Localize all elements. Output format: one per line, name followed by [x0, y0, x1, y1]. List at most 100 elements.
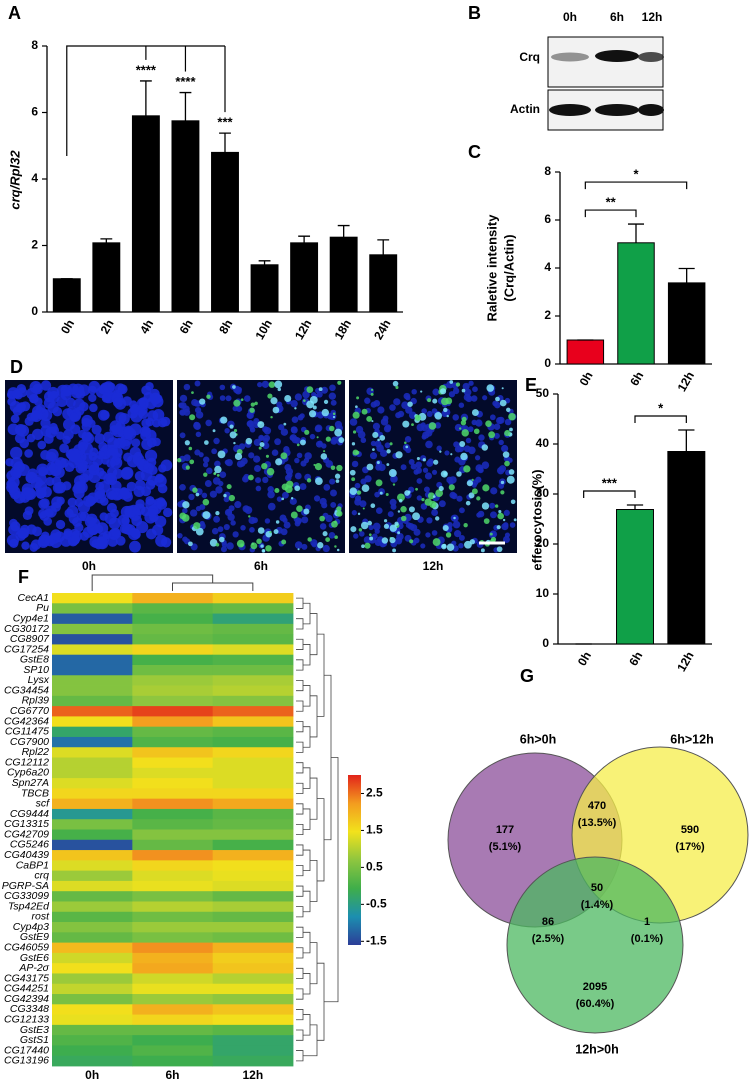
engulfed-cell: [501, 387, 504, 390]
y-axis-label: Raletive intensity: [484, 214, 499, 322]
significance-bracket: [583, 490, 636, 498]
nucleus: [294, 437, 301, 444]
image-label: 0h: [82, 559, 96, 573]
nucleus: [325, 514, 333, 523]
nucleus: [416, 495, 423, 501]
colorbar-tick-label: 0.5: [366, 860, 383, 874]
nucleus: [283, 521, 291, 529]
x-tick-label: 12h: [675, 369, 697, 394]
nucleus: [81, 414, 93, 427]
venn-count: 2095: [583, 981, 607, 993]
nucleus: [129, 540, 141, 553]
nucleus: [291, 416, 299, 423]
nucleus: [330, 437, 338, 445]
engulfed-cell: [351, 477, 356, 482]
nucleus: [425, 440, 433, 449]
engulfed-cell: [250, 402, 255, 407]
nucleus: [15, 403, 26, 413]
nucleus: [317, 440, 323, 446]
nucleus: [32, 383, 43, 395]
nucleus: [144, 449, 158, 462]
nucleus: [410, 463, 417, 470]
nucleus: [141, 385, 152, 396]
venn-set-label: 12h>0h: [575, 1042, 618, 1056]
engulfed-cell: [204, 440, 209, 445]
gene-label: CG9444: [10, 808, 49, 820]
nucleus: [390, 503, 397, 510]
engulfed-cell: [463, 523, 468, 528]
heatmap-cell: [212, 942, 294, 954]
error-bar: [258, 260, 271, 265]
nucleus: [11, 389, 22, 399]
panel-letter: F: [18, 567, 29, 587]
engulfed-cell: [367, 520, 373, 526]
heatmap-cell: [52, 664, 133, 676]
nucleus: [374, 491, 380, 498]
nucleus: [319, 497, 327, 506]
nucleus: [201, 492, 208, 499]
nucleus: [271, 449, 279, 457]
nucleus: [99, 496, 109, 506]
nucleus: [46, 461, 56, 471]
nucleus: [446, 476, 453, 484]
engulfed-cell: [233, 399, 241, 407]
error-bar: [626, 504, 644, 510]
engulfed-cell: [352, 449, 359, 456]
heatmap-cell: [52, 1035, 133, 1046]
x-tick-label: 6h: [626, 649, 645, 668]
nucleus: [257, 381, 263, 388]
nucleus: [195, 431, 202, 438]
row-dendrogram: [296, 597, 304, 609]
nucleus: [54, 481, 67, 494]
engulfed-cell: [416, 456, 420, 461]
heatmap-cell: [132, 1024, 214, 1036]
engulfed-cell: [386, 449, 391, 454]
heatmap-cell: [212, 778, 294, 789]
nucleus: [423, 486, 430, 493]
heatmap-cell: [132, 798, 214, 810]
engulfed-cell: [229, 431, 237, 439]
engulfed-cell: [458, 427, 462, 430]
nucleus: [413, 537, 420, 544]
nucleus: [448, 391, 456, 398]
engulfed-cell: [405, 445, 409, 449]
heatmap-cell: [132, 654, 214, 666]
nucleus: [30, 410, 43, 423]
engulfed-cell: [209, 538, 218, 547]
nucleus: [52, 406, 63, 417]
engulfed-cell: [217, 450, 226, 459]
gene-label: PGRP-SA: [2, 880, 49, 892]
gene-label: CG13315: [4, 818, 49, 830]
error-bar: [627, 223, 645, 243]
engulfed-cell: [445, 532, 452, 538]
engulfed-cell: [502, 451, 510, 458]
significance-label: ****: [136, 62, 157, 77]
engulfed-cell: [233, 441, 236, 445]
heatmap-cell: [52, 798, 133, 810]
nucleus: [131, 438, 141, 448]
nucleus: [431, 509, 439, 516]
engulfed-cell: [432, 538, 441, 546]
heatmap-cell: [212, 973, 294, 985]
nucleus: [147, 508, 157, 518]
nucleus: [424, 472, 433, 480]
engulfed-cell: [456, 471, 462, 477]
engulfed-cell: [500, 480, 505, 485]
nucleus: [75, 406, 85, 416]
engulfed-cell: [336, 548, 340, 552]
nucleus: [107, 382, 116, 392]
engulfed-cell: [275, 520, 280, 524]
nucleus: [451, 492, 458, 500]
nucleus: [422, 431, 430, 439]
nucleus: [238, 443, 246, 450]
y-tick-label: 50: [536, 386, 550, 400]
heatmap-cell: [52, 613, 133, 625]
engulfed-cell: [306, 386, 314, 393]
nucleus: [152, 409, 165, 421]
heatmap-cell: [52, 942, 133, 954]
nucleus: [107, 490, 117, 500]
gene-label: Cyp4p3: [13, 921, 49, 933]
engulfed-cell: [435, 516, 440, 521]
nucleus: [394, 537, 403, 545]
engulfed-cell: [397, 531, 401, 535]
